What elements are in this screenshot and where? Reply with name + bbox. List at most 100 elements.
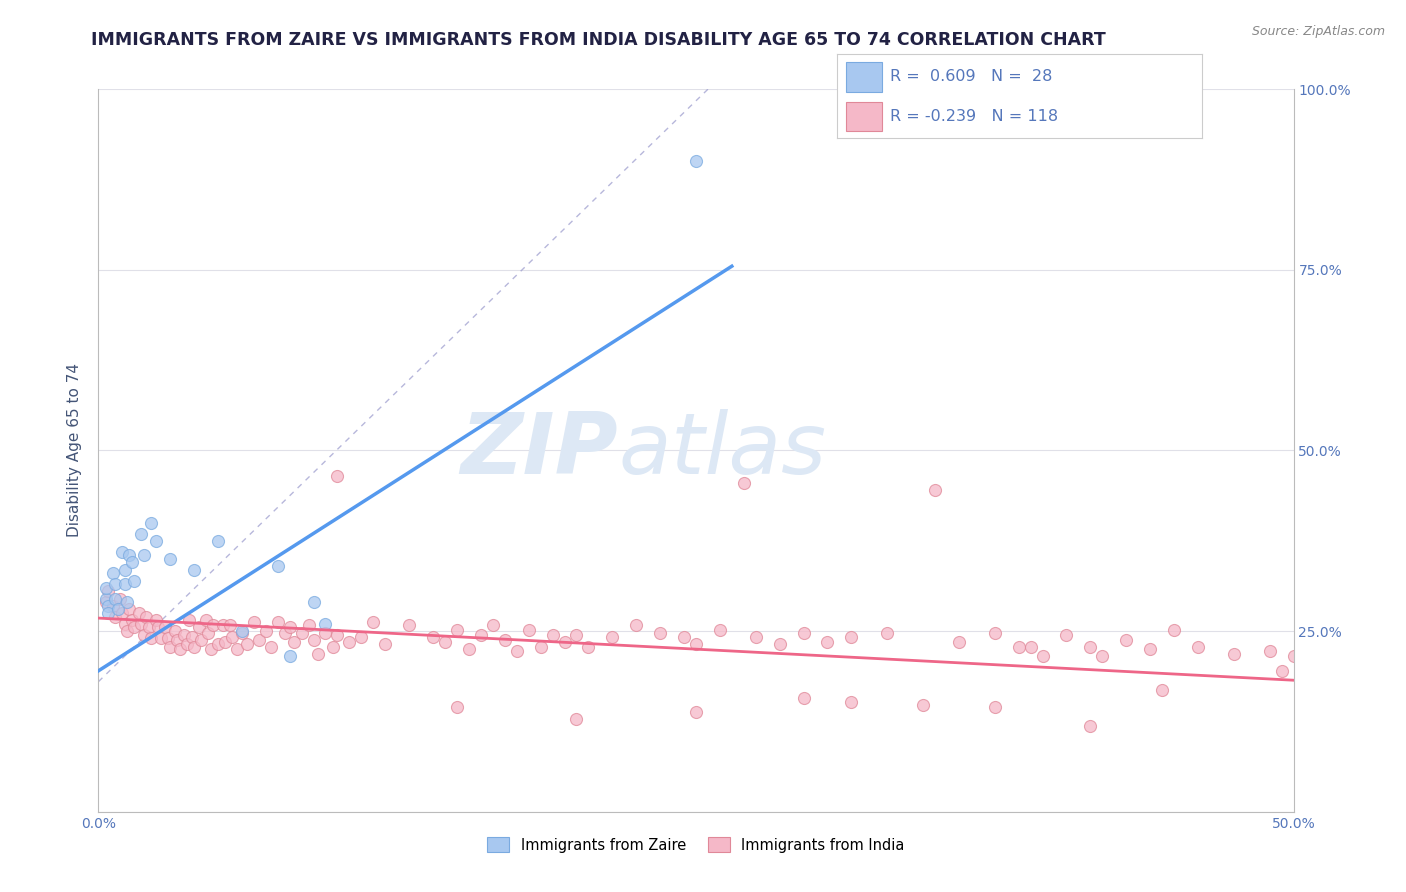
Point	[202, 618, 225, 632]
Point	[101, 566, 124, 581]
Point	[169, 642, 191, 657]
Point	[159, 551, 181, 566]
Point	[124, 574, 146, 588]
Point	[1139, 642, 1161, 657]
Point	[149, 632, 172, 646]
Point	[434, 635, 457, 649]
Point	[302, 632, 325, 647]
Point	[709, 623, 731, 637]
Point	[173, 628, 195, 642]
Point	[187, 620, 209, 634]
Point	[156, 632, 179, 646]
Point	[104, 591, 127, 606]
Point	[211, 618, 233, 632]
Point	[1258, 644, 1281, 658]
Point	[470, 628, 492, 642]
Legend: Immigrants from Zaire, Immigrants from India: Immigrants from Zaire, Immigrants from I…	[481, 831, 911, 859]
Point	[155, 620, 177, 634]
Point	[207, 533, 229, 548]
Point	[97, 599, 120, 613]
Point	[793, 690, 815, 705]
Point	[278, 620, 301, 634]
Point	[145, 533, 167, 548]
Point	[267, 615, 290, 630]
Point	[446, 623, 468, 637]
Point	[132, 628, 155, 642]
Point	[115, 624, 138, 639]
Point	[685, 154, 707, 169]
Point	[578, 640, 600, 654]
Point	[315, 625, 337, 640]
Point	[183, 640, 205, 654]
Text: Source: ZipAtlas.com: Source: ZipAtlas.com	[1251, 25, 1385, 38]
Point	[159, 640, 181, 654]
Point	[302, 595, 325, 609]
Point	[1271, 664, 1294, 678]
Point	[231, 624, 253, 639]
Point	[446, 700, 468, 714]
Point	[422, 630, 444, 644]
Point	[139, 516, 162, 530]
Point	[148, 620, 170, 634]
Point	[1056, 628, 1078, 642]
Point	[135, 609, 157, 624]
Point	[108, 591, 131, 606]
Point	[104, 577, 127, 591]
Point	[315, 616, 337, 631]
Point	[565, 628, 588, 642]
Point	[94, 591, 117, 606]
Point	[745, 630, 768, 644]
Point	[793, 625, 815, 640]
Point	[221, 630, 243, 644]
Point	[984, 625, 1007, 640]
Point	[1032, 649, 1054, 664]
Point	[1187, 640, 1209, 654]
Point	[118, 602, 141, 616]
Point	[1080, 719, 1102, 733]
Point	[259, 640, 281, 654]
Point	[179, 613, 201, 627]
Point	[267, 559, 290, 574]
Point	[1115, 632, 1137, 647]
Point	[541, 628, 564, 642]
Point	[118, 548, 141, 562]
Point	[685, 637, 707, 651]
Point	[176, 637, 198, 651]
Point	[97, 584, 120, 599]
Point	[183, 563, 205, 577]
Point	[243, 615, 266, 630]
Point	[626, 618, 648, 632]
Point	[673, 630, 696, 644]
Point	[554, 635, 576, 649]
Point	[648, 625, 672, 640]
Point	[948, 635, 970, 649]
Point	[374, 637, 396, 651]
Text: ZIP: ZIP	[461, 409, 619, 492]
Point	[565, 712, 588, 726]
Point	[131, 526, 153, 541]
Point	[115, 595, 138, 609]
Point	[1163, 623, 1185, 637]
Point	[274, 625, 297, 640]
Point	[180, 630, 202, 644]
Point	[235, 637, 257, 651]
Point	[876, 625, 898, 640]
Point	[1019, 640, 1042, 654]
Point	[114, 616, 136, 631]
Point	[768, 637, 790, 651]
Point	[111, 544, 134, 558]
Text: R =  0.609   N =  28: R = 0.609 N = 28	[890, 70, 1052, 85]
Bar	[846, 102, 883, 131]
Point	[94, 581, 117, 595]
Point	[101, 599, 124, 613]
Point	[254, 624, 277, 639]
Point	[131, 616, 153, 631]
Text: atlas: atlas	[619, 409, 827, 492]
Point	[278, 649, 301, 664]
Point	[924, 483, 946, 498]
Point	[494, 632, 516, 647]
Point	[132, 548, 155, 562]
Point	[139, 632, 162, 646]
Point	[247, 632, 270, 647]
Point	[1282, 649, 1305, 664]
